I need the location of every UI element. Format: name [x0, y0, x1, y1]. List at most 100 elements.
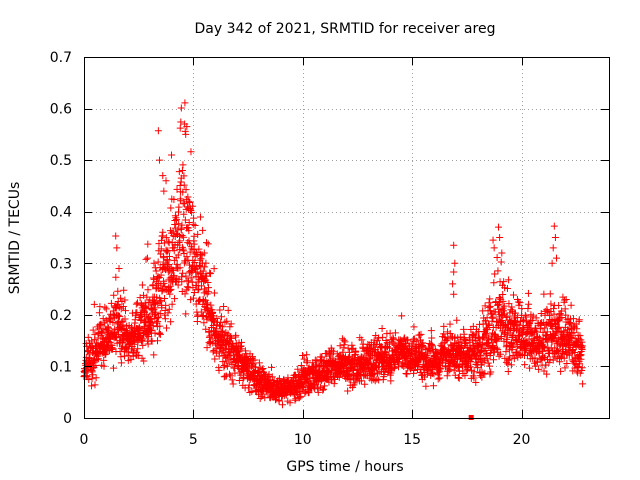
data-point — [446, 330, 454, 338]
data-point — [497, 332, 505, 340]
data-point — [160, 279, 168, 287]
data-point — [161, 315, 169, 323]
data-point — [157, 296, 165, 304]
data-point — [313, 357, 321, 365]
data-point — [485, 303, 493, 311]
data-point — [156, 298, 164, 306]
data-point-outlier — [113, 244, 121, 252]
data-point — [187, 274, 195, 282]
data-point — [216, 306, 224, 314]
data-point — [89, 371, 97, 379]
data-point — [561, 296, 569, 304]
data-point — [100, 362, 108, 370]
data-point — [461, 372, 469, 380]
data-point — [203, 272, 211, 280]
data-point — [167, 318, 175, 326]
data-point-outlier — [160, 187, 168, 195]
y-tick-label: 0.6 — [50, 102, 72, 118]
data-point — [519, 317, 527, 325]
data-point — [157, 271, 165, 279]
data-point — [176, 237, 184, 245]
data-point — [562, 311, 570, 319]
data-point — [117, 353, 125, 361]
data-point — [195, 245, 203, 253]
data-point-outlier — [185, 197, 193, 205]
data-point — [576, 360, 584, 368]
data-point — [238, 338, 245, 346]
plot-frame — [84, 57, 610, 419]
data-point — [140, 291, 148, 299]
x-tick-label: 5 — [189, 432, 198, 448]
data-point — [167, 204, 175, 212]
data-point — [357, 377, 365, 385]
data-point — [154, 318, 162, 326]
data-point — [527, 329, 535, 337]
data-point — [575, 316, 583, 324]
data-point — [437, 365, 445, 373]
data-point — [210, 265, 218, 273]
data-point — [268, 373, 276, 381]
y-axis-label: SRMTID / TECUs — [7, 182, 23, 295]
data-point — [179, 269, 187, 277]
data-point — [450, 366, 458, 374]
data-point-outlier — [177, 104, 185, 112]
data-point — [104, 343, 112, 351]
data-point — [503, 285, 511, 293]
data-point — [147, 337, 155, 345]
data-point — [199, 267, 207, 275]
data-point — [578, 364, 586, 372]
data-point — [156, 310, 164, 318]
data-point — [168, 300, 176, 308]
chart-title: Day 342 of 2021, SRMTID for receiver are… — [195, 21, 496, 37]
data-point — [223, 317, 231, 325]
data-point — [440, 330, 448, 338]
data-point — [226, 323, 234, 331]
data-point — [162, 234, 170, 242]
data-point — [189, 202, 197, 210]
data-point — [191, 252, 199, 260]
data-point — [550, 310, 558, 318]
data-point — [574, 340, 581, 348]
data-point — [493, 335, 501, 343]
data-point — [509, 341, 517, 349]
data-point — [518, 305, 526, 313]
data-point — [546, 290, 554, 298]
data-point — [514, 325, 522, 333]
data-point — [220, 344, 228, 352]
data-point — [181, 200, 189, 208]
data-point — [107, 299, 115, 307]
data-point — [491, 270, 499, 278]
data-point — [182, 186, 190, 194]
data-point — [101, 303, 109, 311]
data-point — [144, 340, 152, 348]
data-point — [186, 198, 194, 206]
data-point — [408, 350, 416, 358]
data-point — [482, 351, 490, 359]
data-point — [561, 364, 569, 372]
data-point — [244, 363, 252, 371]
data-point — [540, 290, 548, 298]
data-point — [88, 382, 96, 390]
data-point — [225, 359, 233, 367]
data-point — [125, 352, 133, 360]
data-point — [479, 370, 487, 378]
data-point-outlier — [115, 264, 123, 272]
data-point — [220, 303, 228, 311]
data-point — [175, 203, 183, 211]
data-point — [114, 319, 122, 327]
data-point — [514, 313, 522, 321]
data-point — [163, 248, 171, 256]
data-point — [553, 347, 561, 355]
data-point — [427, 327, 435, 335]
data-point — [203, 300, 211, 308]
data-point — [419, 339, 427, 347]
data-point — [455, 374, 463, 382]
data-point — [204, 240, 212, 248]
data-point — [154, 313, 162, 321]
data-point — [403, 336, 411, 344]
y-tick-label: 0 — [63, 411, 72, 427]
data-point — [155, 329, 163, 337]
data-point — [561, 305, 569, 313]
data-point-outlier — [178, 166, 186, 174]
data-point — [547, 300, 555, 308]
